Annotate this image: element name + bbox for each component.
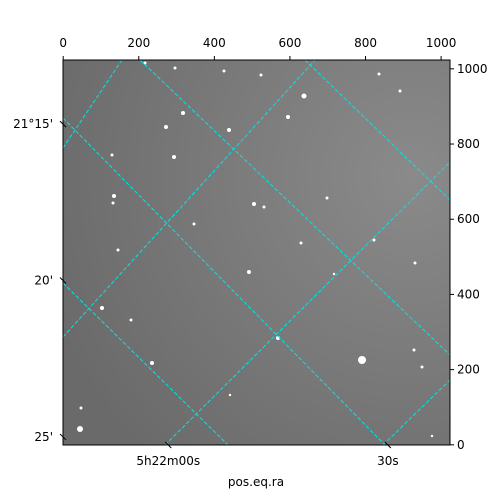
wcs-y-tick: [59, 433, 67, 441]
wcs-y-tick-label: 25': [34, 430, 53, 444]
y-tick-label: 0: [457, 438, 465, 452]
x-tick-label: 600: [278, 36, 301, 50]
x-tick-label: 0: [59, 36, 67, 50]
y-tick-label: 400: [457, 287, 480, 301]
wcs-y-tick-label: 21°15': [13, 117, 53, 131]
wcs-x-tick-label: 30s: [377, 454, 399, 468]
y-tick-label: 600: [457, 212, 480, 226]
wcs-x-tick: [164, 441, 172, 449]
x-tick-label: 1000: [426, 36, 457, 50]
wcs-y-tick: [59, 120, 67, 128]
wcs-y-tick-label: 20': [34, 274, 53, 288]
x-tick-label: 800: [354, 36, 377, 50]
x-tick-label: 400: [203, 36, 226, 50]
wcs-x-tick-label: 5h22m00s: [136, 454, 200, 468]
y-tick-label: 200: [457, 363, 480, 377]
y-tick-label: 1000: [457, 62, 488, 76]
wcs-x-tick: [384, 441, 392, 449]
wcs-y-tick: [59, 277, 67, 284]
x-tick-label: 200: [127, 36, 150, 50]
x-axis-label: pos.eq.ra: [228, 475, 284, 489]
wcs-grid: [63, 60, 450, 445]
y-tick-label: 800: [457, 137, 480, 151]
frame: [62, 59, 451, 446]
sky-image: [63, 60, 450, 445]
